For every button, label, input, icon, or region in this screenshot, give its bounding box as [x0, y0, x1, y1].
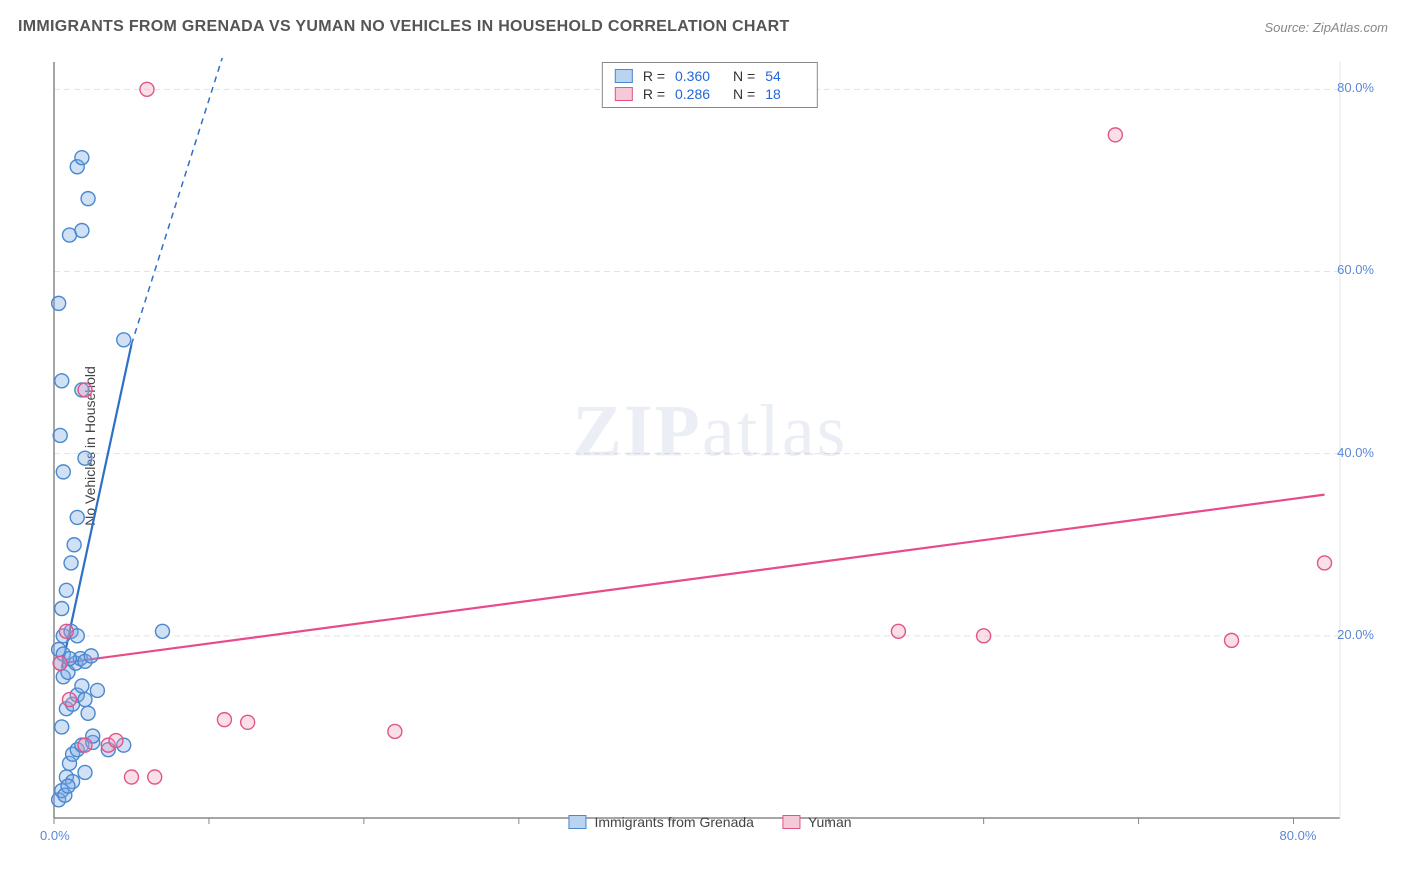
legend-swatch-series-2: [615, 87, 633, 101]
source-attribution: Source: ZipAtlas.com: [1264, 20, 1388, 35]
legend-n-prefix: N =: [733, 68, 755, 84]
series-legend: Immigrants from Grenada Yuman: [568, 814, 851, 830]
chart-title: IMMIGRANTS FROM GRENADA VS YUMAN NO VEHI…: [18, 18, 790, 36]
y-tick-label: 80.0%: [1337, 80, 1374, 95]
x-tick-label: 0.0%: [40, 828, 70, 843]
legend-row-series-2: R = 0.286 N = 18: [615, 85, 805, 103]
legend-r-prefix: R =: [643, 68, 665, 84]
legend-r-prefix: R =: [643, 86, 665, 102]
legend-n-value-2: 18: [765, 86, 805, 102]
legend-row-series-1: R = 0.360 N = 54: [615, 67, 805, 85]
y-tick-label: 20.0%: [1337, 627, 1374, 642]
legend-n-prefix: N =: [733, 86, 755, 102]
legend-r-value-1: 0.360: [675, 68, 715, 84]
series-swatch-2: [782, 815, 800, 829]
series-legend-item-1: Immigrants from Grenada: [568, 814, 754, 830]
x-tick-label: 80.0%: [1280, 828, 1317, 843]
series-label-2: Yuman: [808, 814, 852, 830]
chart-svg: [50, 58, 1370, 838]
legend-n-value-1: 54: [765, 68, 805, 84]
scatter-correlation-chart: ZIPatlas R = 0.360 N = 54 R = 0.286 N = …: [50, 58, 1370, 838]
series-legend-item-2: Yuman: [782, 814, 852, 830]
correlation-legend-box: R = 0.360 N = 54 R = 0.286 N = 18: [602, 62, 818, 108]
legend-r-value-2: 0.286: [675, 86, 715, 102]
series-label-1: Immigrants from Grenada: [594, 814, 754, 830]
y-tick-label: 40.0%: [1337, 445, 1374, 460]
legend-swatch-series-1: [615, 69, 633, 83]
series-swatch-1: [568, 815, 586, 829]
y-tick-label: 60.0%: [1337, 262, 1374, 277]
